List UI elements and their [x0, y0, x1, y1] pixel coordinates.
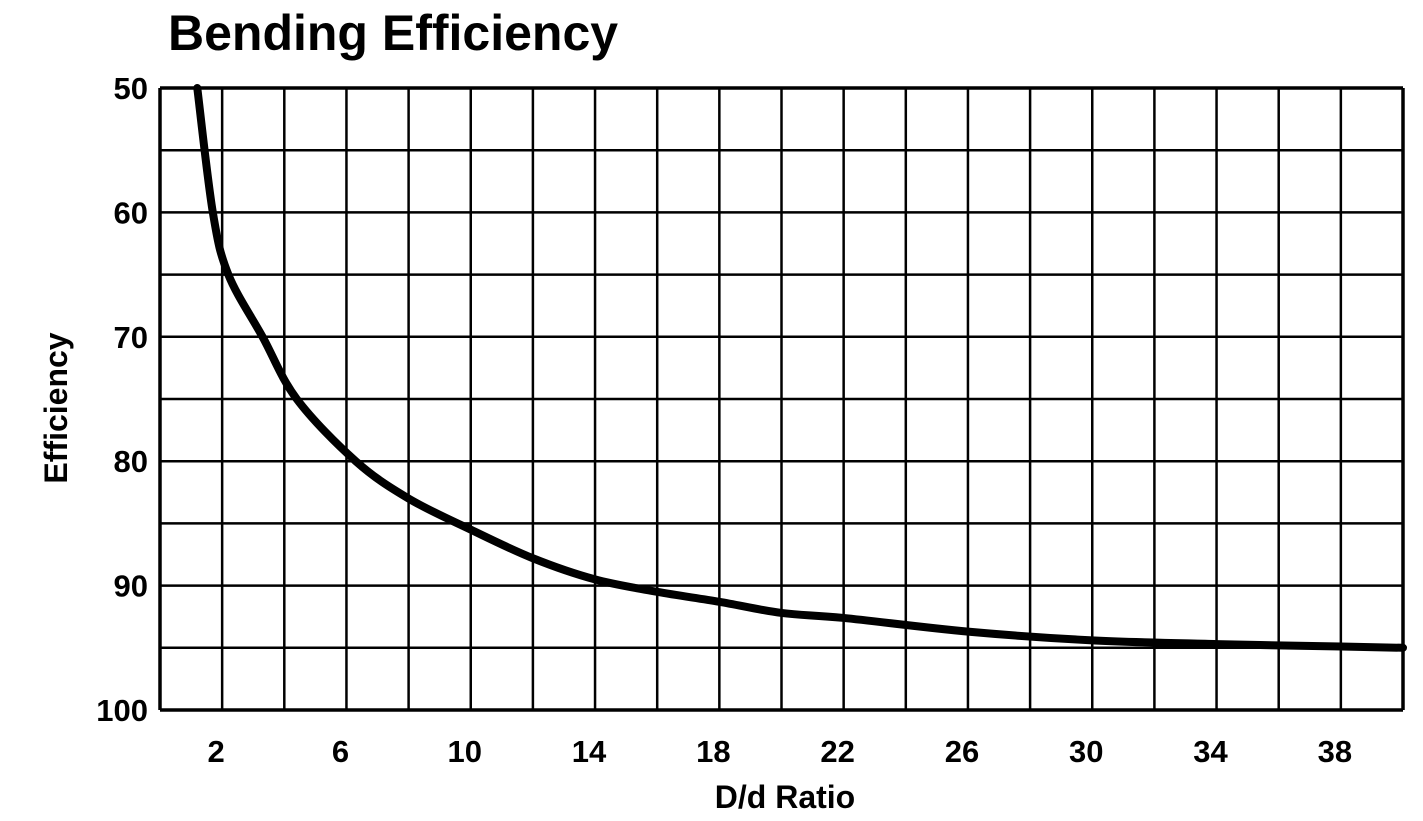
x-tick-label: 34	[1193, 734, 1228, 769]
x-tick-label: 2	[208, 734, 225, 769]
x-axis-label: D/d Ratio	[715, 779, 855, 815]
chart-title: Bending Efficiency	[168, 5, 618, 61]
y-axis-label: Efficiency	[38, 332, 74, 483]
x-tick-label: 14	[572, 734, 607, 769]
x-tick-label: 18	[696, 734, 730, 769]
y-tick-label: 90	[114, 569, 148, 604]
x-tick-labels: 2 6 10 14 18 22 26 30 34 38	[208, 734, 1353, 769]
x-tick-label: 30	[1069, 734, 1103, 769]
y-tick-labels: 50 60 70 80 90 100	[96, 71, 148, 728]
x-tick-label: 6	[332, 734, 349, 769]
efficiency-curve	[193, 84, 1407, 652]
y-tick-label: 50	[114, 71, 148, 106]
y-tick-label: 70	[114, 320, 148, 355]
grid	[158, 86, 1405, 712]
x-tick-label: 22	[820, 734, 854, 769]
y-tick-label: 100	[96, 693, 148, 728]
y-tick-label: 80	[114, 444, 148, 479]
x-tick-label: 38	[1318, 734, 1352, 769]
x-tick-label: 26	[945, 734, 979, 769]
y-tick-label: 60	[114, 195, 148, 230]
x-tick-label: 10	[448, 734, 482, 769]
